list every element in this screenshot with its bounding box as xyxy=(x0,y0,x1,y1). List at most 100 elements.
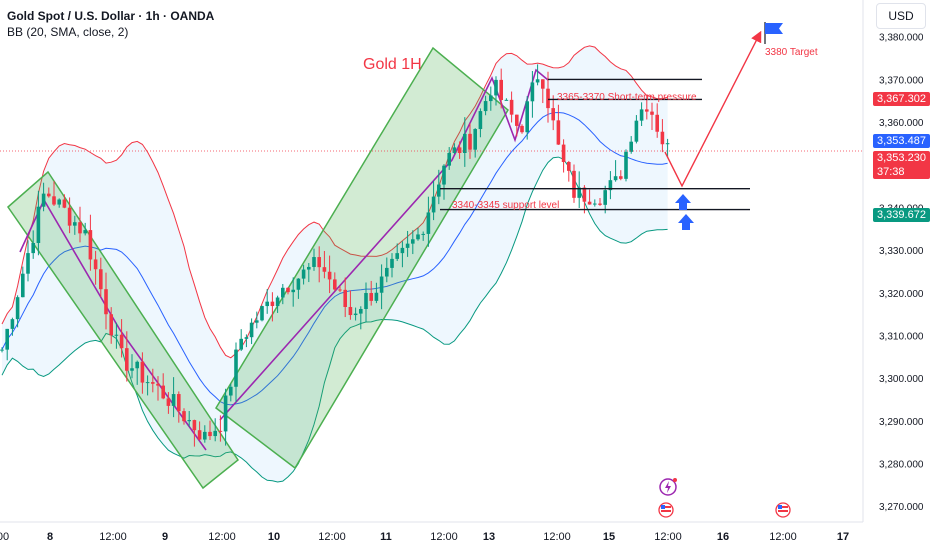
candle-body xyxy=(270,301,275,307)
candle-body xyxy=(67,207,72,226)
basis-line xyxy=(1,111,668,406)
price-tick: 3,330.000 xyxy=(879,246,924,257)
candle-body xyxy=(104,289,108,315)
support-label: 3340-3345 support level xyxy=(452,200,559,211)
band-fill xyxy=(2,45,668,483)
upper-band-tag: 3,367.302 xyxy=(873,92,930,106)
time-tick: 12:00 xyxy=(99,531,127,543)
candle-body xyxy=(161,385,165,399)
candle-body xyxy=(114,334,119,336)
candle-body xyxy=(650,111,654,115)
candle-body xyxy=(213,430,217,437)
time-tick: 12:00 xyxy=(654,531,682,543)
arrow-up-icon xyxy=(675,194,694,230)
candle-body xyxy=(452,147,457,153)
candle-body xyxy=(208,431,212,437)
candle-body xyxy=(135,361,139,369)
candle-body xyxy=(93,259,98,270)
candle-body xyxy=(463,133,467,153)
time-axis[interactable]: 00 8 12:00 9 12:00 10 12:00 11 12:00 13 12:00 15 12:… xyxy=(0,531,849,543)
price-tick: 3,280.000 xyxy=(879,460,924,471)
candle-body xyxy=(187,420,191,422)
price-tick: 3,380.000 xyxy=(879,33,924,44)
candle-body xyxy=(577,187,581,198)
basis-tag: 3,353.487 xyxy=(873,134,930,148)
candle-body xyxy=(385,267,389,277)
candle-body xyxy=(374,292,379,301)
candle-body xyxy=(244,337,249,339)
time-tick: 17 xyxy=(837,531,849,543)
time-tick: 10 xyxy=(268,531,280,543)
candle-body xyxy=(57,199,61,205)
candle-body xyxy=(52,196,56,205)
candle-body xyxy=(0,349,4,351)
candle-body xyxy=(249,322,254,338)
lower-band-tag: 3,339.672 xyxy=(873,208,930,222)
candle-body xyxy=(421,233,425,235)
candle-body xyxy=(645,109,649,112)
candle-body xyxy=(255,320,259,323)
candle-body xyxy=(369,293,373,301)
candle-body xyxy=(504,99,509,101)
candle-body xyxy=(88,230,93,260)
candle-body xyxy=(629,141,633,152)
us-flag-event-icon[interactable] xyxy=(775,502,791,518)
candle-body xyxy=(338,289,342,291)
bollinger-bands xyxy=(1,45,668,483)
candle-body xyxy=(457,147,462,153)
candle-body xyxy=(489,95,493,102)
currency-button[interactable]: USD xyxy=(876,3,926,29)
candles xyxy=(0,64,670,447)
candle-body xyxy=(166,398,171,406)
candle-body xyxy=(561,144,566,163)
candle-body xyxy=(10,319,15,329)
lightning-event-icon[interactable] xyxy=(659,478,677,496)
time-tick: 12:00 xyxy=(543,531,571,543)
countdown-tag: 37:38 xyxy=(873,165,930,179)
candle-body xyxy=(483,101,488,112)
candle-body xyxy=(239,338,243,350)
candle-body xyxy=(171,394,176,406)
last-price-tag: 3,353.230 xyxy=(873,151,930,165)
candle-body xyxy=(624,151,628,179)
candle-body xyxy=(312,257,316,267)
candle-body xyxy=(494,79,498,96)
candle-body xyxy=(73,222,77,226)
candle-body xyxy=(78,222,82,234)
candle-body xyxy=(639,109,644,121)
candle-body xyxy=(21,273,25,298)
projection-arrow[interactable] xyxy=(664,30,762,188)
candle-body xyxy=(296,278,301,290)
time-tick: 15 xyxy=(603,531,615,543)
candle-body xyxy=(582,187,587,202)
candle-body xyxy=(567,162,571,171)
candle-body xyxy=(613,176,618,181)
price-tick: 3,270.000 xyxy=(879,502,924,513)
candle-body xyxy=(62,199,67,208)
candle-body xyxy=(47,193,51,197)
candle-body xyxy=(31,243,35,254)
candle-body xyxy=(556,120,561,145)
candle-body xyxy=(307,266,311,270)
candle-body xyxy=(405,243,410,248)
price-tick: 3,290.000 xyxy=(879,417,924,428)
candle-body xyxy=(291,289,295,293)
candle-body xyxy=(41,193,46,207)
candle-body xyxy=(546,88,550,109)
candle-body xyxy=(447,152,451,166)
candle-body xyxy=(223,395,228,432)
candle-body xyxy=(218,430,223,432)
candle-body xyxy=(515,114,519,126)
candle-body xyxy=(603,190,607,205)
candle-body xyxy=(473,129,477,150)
candle-body xyxy=(411,239,415,244)
candle-body xyxy=(437,184,441,197)
ascending-channel[interactable] xyxy=(215,46,509,470)
time-tick: 00 xyxy=(0,531,9,543)
indicator-label[interactable]: BB (20, SMA, close, 2) xyxy=(7,25,129,39)
candle-body xyxy=(234,349,238,387)
candle-body xyxy=(364,293,368,310)
us-flag-event-icon[interactable] xyxy=(658,502,674,518)
candle-body xyxy=(229,386,233,396)
